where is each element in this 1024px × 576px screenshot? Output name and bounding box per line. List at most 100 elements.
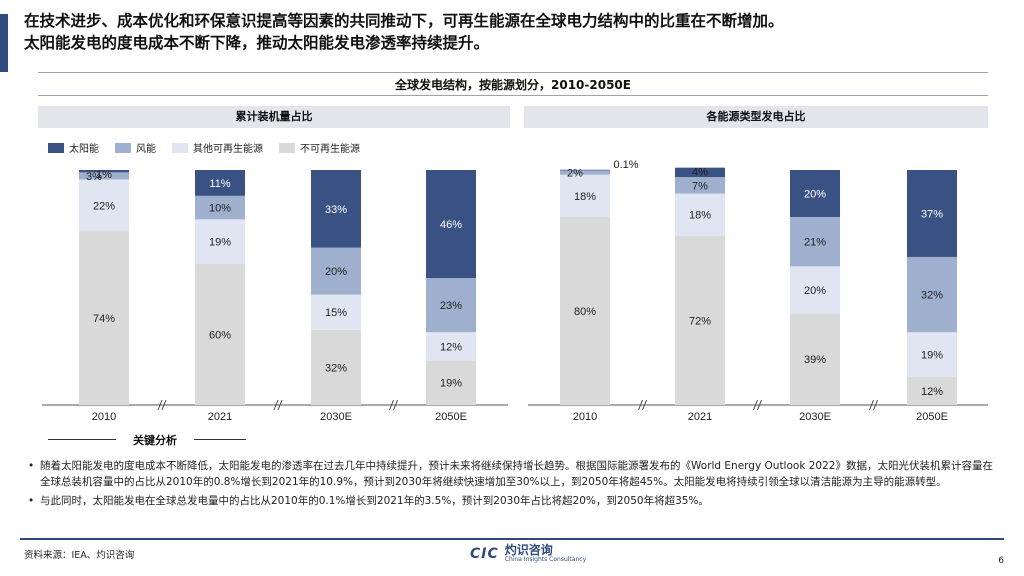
footer-rule [20, 538, 1004, 540]
bar-segment-solar [426, 170, 476, 279]
bar-segment-nonrenew [790, 313, 840, 405]
footer-logo: CIC 灼识咨询 China Insights Consultancy [470, 544, 586, 563]
bar-segment-nonrenew [79, 231, 129, 405]
data-label: 74% [93, 313, 115, 325]
data-label: 72% [689, 315, 711, 327]
accent-bar [0, 14, 8, 72]
data-label: 3% [86, 171, 102, 183]
bar-segment-wind [195, 195, 245, 220]
page-number: 6 [998, 556, 1004, 566]
axis-break-mark [277, 399, 283, 411]
legend-swatch-other [172, 142, 188, 153]
data-label: 7% [692, 180, 708, 192]
data-label: 20% [325, 266, 347, 278]
bar-segment-wind [790, 217, 840, 267]
data-label: 33% [325, 204, 347, 216]
data-label: 19% [440, 378, 462, 390]
bar-segment-solar [790, 170, 840, 217]
panel-header-generation: 各能源类型发电占比 [524, 106, 988, 128]
bar-segment-other [311, 294, 361, 330]
x-tick-label: 2030E [799, 411, 831, 423]
legend-item-solar: 太阳能 [48, 140, 99, 155]
axis-break-mark [389, 399, 394, 411]
bar-segment-wind [426, 278, 476, 333]
bar-segment-wind [311, 247, 361, 295]
data-label: 20% [804, 189, 826, 201]
axis-break-mark [393, 399, 398, 411]
data-label: 19% [209, 237, 231, 249]
data-label: 19% [921, 349, 943, 361]
logo-mark: CIC [470, 545, 499, 562]
key-rule-left [48, 439, 116, 440]
source-note: 资料来源：IEA、灼识咨询 [24, 550, 135, 561]
axis-break-mark [753, 399, 758, 411]
bar-segment-solar [907, 170, 957, 257]
axis-break-mark [157, 399, 163, 411]
x-tick-label: 2021 [208, 411, 232, 423]
data-label: 37% [921, 208, 943, 220]
bar-segment-wind [560, 170, 610, 175]
key-analysis-bullet: 随着太阳能发电的度电成本不断降低，太阳能发电的渗透率在过去几年中持续提升，预计未… [26, 458, 996, 490]
data-label: 0.1% [613, 159, 638, 171]
logo-text: 灼识咨询 [504, 543, 553, 557]
legend-item-nonrenew: 不可再生能源 [279, 140, 360, 155]
bar-segment-other [790, 266, 840, 314]
x-tick-label: 2030E [320, 411, 352, 423]
data-label: 11% [209, 178, 230, 190]
stacked-bar-charts: 74% 22% 3%1% 2010 60% 19% 10% 11% 2021 32% 15% 20% 3… [42, 159, 988, 423]
bar-segment-solar [560, 169, 610, 171]
chart-title: 全球发电结构，按能源划分，2010-2050E [395, 78, 631, 92]
title-rule-top [38, 72, 988, 73]
bar-segment-other [195, 219, 245, 264]
bar-segment-solar [311, 170, 361, 248]
bar-segment-other [426, 332, 476, 361]
key-analysis-title: 关键分析 [133, 434, 177, 447]
x-tick-label: 2010 [92, 411, 116, 423]
data-label: 22% [93, 200, 115, 212]
data-label: 18% [689, 210, 711, 222]
axis-break-mark [757, 399, 762, 411]
bar-segment-nonrenew [426, 360, 476, 405]
x-tick-label: 2021 [688, 411, 712, 423]
axis-break-mark [869, 399, 874, 411]
legend-item-wind: 风能 [115, 140, 156, 155]
data-label: 1% [96, 169, 112, 181]
bar-segment-other [560, 174, 610, 217]
bar-segment-wind [79, 172, 129, 180]
headline: 在技术进步、成本优化和环保意识提高等因素的共同推动下，可再生能源在全球电力结构中… [24, 10, 1004, 54]
x-tick-label: 2050E [916, 411, 948, 423]
axis-break-mark [873, 399, 878, 411]
bar-segment-nonrenew [195, 264, 245, 405]
data-label: 32% [325, 362, 347, 374]
data-label: 12% [921, 386, 943, 398]
legend-swatch-wind [115, 142, 131, 153]
bar-segment-nonrenew [907, 376, 957, 405]
bar-segment-solar [675, 167, 725, 178]
legend-swatch-solar [48, 142, 64, 153]
data-label: 60% [209, 330, 231, 342]
legend-label-wind: 风能 [136, 144, 156, 155]
legend-label-other: 其他可再生能源 [193, 144, 263, 155]
headline-line-2: 太阳能发电的度电成本不断下降，推动太阳能发电渗透率持续提升。 [24, 34, 490, 52]
data-label: 4% [692, 167, 708, 179]
bar-segment-solar [79, 170, 129, 173]
panel-header-capacity: 累计装机量占比 [38, 106, 510, 128]
bar-segment-other [79, 179, 129, 232]
data-label: 20% [804, 285, 826, 297]
bar-segment-other [675, 193, 725, 236]
headline-line-1: 在技术进步、成本优化和环保意识提高等因素的共同推动下，可再生能源在全球电力结构中… [24, 12, 784, 30]
bar-segment-other [907, 332, 957, 377]
data-label: 12% [440, 341, 462, 353]
key-rule-right [194, 439, 246, 440]
legend-item-other: 其他可再生能源 [172, 140, 263, 155]
x-tick-label: 2010 [573, 411, 597, 423]
bar-segment-wind [907, 256, 957, 333]
bar-segment-solar [195, 170, 245, 196]
data-label: 32% [921, 290, 943, 302]
axis-break-mark [161, 399, 167, 411]
data-label: 80% [574, 306, 596, 318]
key-analysis-list: 随着太阳能发电的度电成本不断降低，太阳能发电的渗透率在过去几年中持续提升，预计未… [26, 458, 996, 512]
data-label: 39% [804, 354, 826, 366]
legend-label-nonrenew: 不可再生能源 [300, 144, 360, 155]
data-label: 23% [440, 300, 462, 312]
